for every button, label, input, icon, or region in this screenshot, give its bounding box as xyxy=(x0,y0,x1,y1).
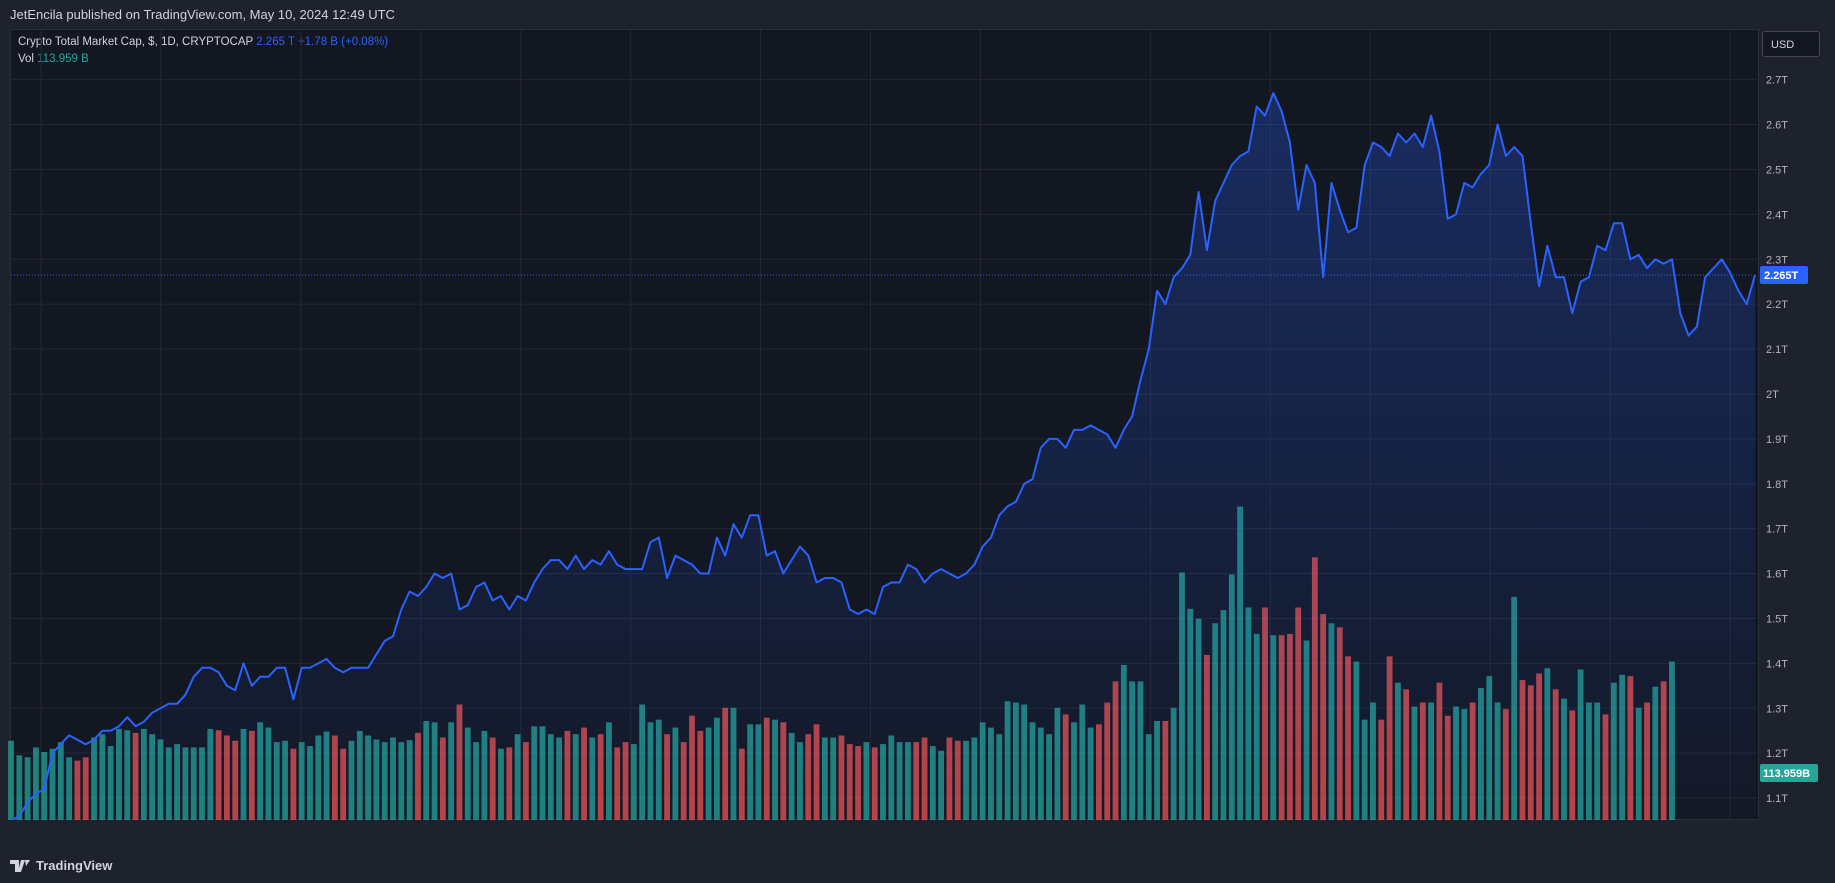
price-change: +1.78 B (+0.08%) xyxy=(298,36,389,48)
y-tick-label: 2.5T xyxy=(1766,164,1788,176)
tradingview-logo[interactable]: TradingView xyxy=(10,858,112,873)
price-scale[interactable] xyxy=(1759,29,1835,820)
y-tick-label: 2.3T xyxy=(1766,254,1788,266)
y-tick-label: 2T xyxy=(1766,389,1779,401)
price-area xyxy=(11,93,1755,821)
y-tick-label: 1.2T xyxy=(1766,748,1788,760)
tradingview-logo-icon xyxy=(10,859,30,872)
brand-name: TradingView xyxy=(36,858,113,873)
volume-bar xyxy=(33,747,39,820)
y-tick-label: 1.8T xyxy=(1766,479,1788,491)
volume-bar xyxy=(16,755,23,820)
y-tick-label: 1.9T xyxy=(1766,434,1788,446)
last-price-label: 2.265T xyxy=(1764,270,1799,282)
last-volume-label: 113.959B xyxy=(1763,768,1810,780)
y-tick-label: 1.1T xyxy=(1766,793,1788,805)
published-info: JetEncila published on TradingView.com, … xyxy=(10,7,395,22)
volume-bar xyxy=(8,740,14,820)
last-volume-tag xyxy=(1760,764,1818,782)
y-tick-label: 2.2T xyxy=(1766,299,1788,311)
y-tick-label: 1.7T xyxy=(1766,524,1788,536)
symbol-title[interactable]: Crypto Total Market Cap, $, 1D, CRYPTOCA… xyxy=(18,36,253,48)
y-tick-label: 1.3T xyxy=(1766,703,1788,715)
footer-bar xyxy=(0,820,1835,883)
last-price-tag xyxy=(1760,265,1808,284)
volume-value: 113.959 B xyxy=(37,53,89,65)
y-tick-label: 1.4T xyxy=(1766,658,1788,670)
y-tick-label: 2.4T xyxy=(1766,209,1788,221)
price-line xyxy=(10,92,1756,822)
y-tick-label: 2.6T xyxy=(1766,120,1788,132)
y-tick-label: 1.5T xyxy=(1766,613,1788,625)
volume-bar xyxy=(24,757,31,820)
last-price: 2.265 T xyxy=(256,36,295,48)
y-tick-label: 2.1T xyxy=(1766,344,1788,356)
header-bar: JetEncila published on TradingView.com, … xyxy=(0,0,1835,28)
y-tick-label: 2.7T xyxy=(1766,75,1788,87)
volume-label[interactable]: Vol xyxy=(18,53,34,65)
currency-button[interactable]: USD xyxy=(1762,31,1820,57)
y-tick-label: 1.6T xyxy=(1766,569,1788,581)
chart-legend: Crypto Total Market Cap, $, 1D, CRYPTOCA… xyxy=(18,34,388,68)
